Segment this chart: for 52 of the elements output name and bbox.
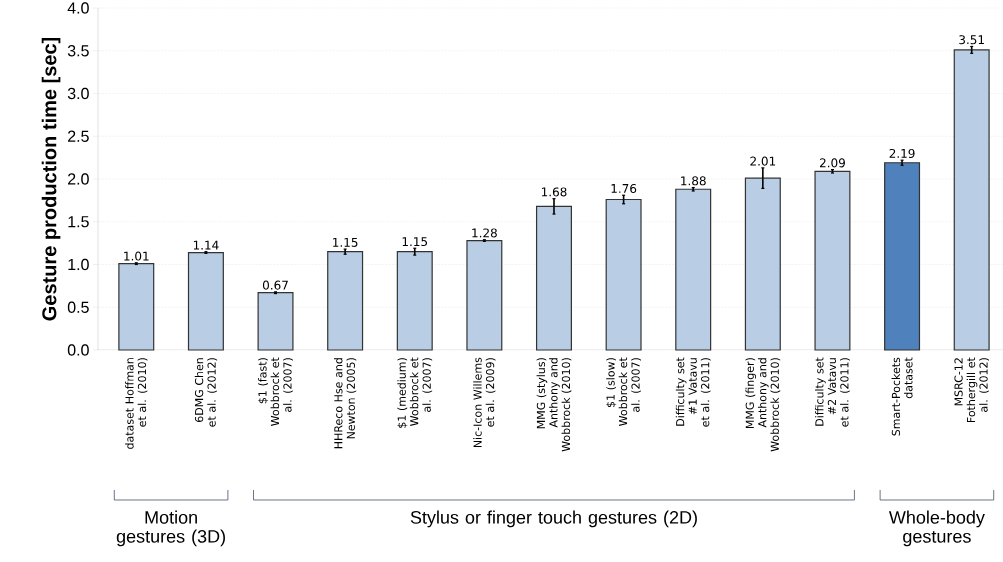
y-tick-label: 2.5 bbox=[68, 130, 89, 142]
data-label: 1.68 bbox=[541, 187, 567, 197]
data-label: 3.51 bbox=[959, 35, 984, 45]
bar bbox=[187, 251, 224, 351]
text: Stylus or finger touch gestures (2D) bbox=[410, 510, 697, 528]
y-tick-label: 3.5 bbox=[67, 45, 89, 57]
x-tick-label: Difficulty set #2 Vatavu et al. (2011) bbox=[815, 357, 850, 427]
y-tick-label: 2.0 bbox=[68, 173, 89, 185]
bar bbox=[953, 49, 990, 351]
text: Whole-body gestures bbox=[888, 510, 985, 547]
x-tick-label: $1 (fast) Wobbrock et al. (2007) bbox=[258, 357, 293, 426]
data-label: 1.88 bbox=[681, 176, 706, 186]
bar bbox=[327, 251, 364, 351]
x-tick-label: HHReco Hse and Newton (2005) bbox=[333, 358, 357, 449]
data-label: 1.15 bbox=[333, 237, 358, 247]
x-tick-label: $1 (medium) Wobbrock et al. (2007) bbox=[397, 357, 433, 428]
data-label: 2.09 bbox=[819, 158, 845, 168]
data-label: 1.15 bbox=[402, 237, 428, 247]
x-tick-label: MMG (stylus) Anthony and Wobbrock (2010) bbox=[536, 358, 572, 452]
data-label: 1.14 bbox=[193, 240, 219, 250]
x-tick-label: dataset Hoffman et al. (2010) bbox=[125, 358, 148, 449]
bar bbox=[118, 263, 155, 351]
bar bbox=[466, 239, 503, 351]
x-tick-label: Nic-Icon Willems et al. (2009) bbox=[473, 357, 496, 448]
bar bbox=[675, 188, 712, 351]
data-label: 1.28 bbox=[472, 228, 497, 238]
data-label: 1.76 bbox=[611, 183, 637, 194]
data-label: 1.01 bbox=[124, 251, 149, 261]
x-tick-label: 6DMG Chen et al. (2012) bbox=[194, 358, 218, 427]
bar bbox=[605, 198, 642, 351]
x-tick-label: MSRC-12 Fothergill et al. (2012) bbox=[954, 357, 989, 423]
x-tick-label: MMG (finger) Anthony and Wobbrock (2010) bbox=[745, 358, 781, 452]
x-tick-label: Difficulty set #1 Vatavu et al. (2011) bbox=[675, 357, 711, 427]
bar bbox=[396, 251, 433, 351]
x-tick-label: Smart-Pockets dataset bbox=[891, 357, 913, 436]
text: Motion gestures (3D) bbox=[116, 510, 225, 547]
data-label: 0.67 bbox=[262, 280, 288, 290]
data-label: 2.01 bbox=[750, 156, 776, 166]
y-tick-label: 0.5 bbox=[67, 301, 89, 313]
x-tick-label: $1 (slow) Wobbrock et al. (2007) bbox=[606, 357, 641, 426]
bar bbox=[744, 177, 781, 351]
data-label: 2.19 bbox=[889, 148, 915, 158]
bar bbox=[814, 170, 851, 351]
y-tick-label: 3.0 bbox=[67, 87, 89, 100]
y-tick-label: 1.0 bbox=[68, 258, 89, 271]
bar bbox=[257, 292, 294, 351]
y-tick-label: 4.0 bbox=[67, 2, 89, 14]
bar bbox=[535, 205, 572, 351]
bar bbox=[884, 162, 921, 351]
y-tick-label: 0.0 bbox=[67, 344, 89, 356]
y-axis-title: Gesture production time [sec] bbox=[41, 37, 61, 321]
y-tick-label: 1.5 bbox=[68, 216, 89, 228]
